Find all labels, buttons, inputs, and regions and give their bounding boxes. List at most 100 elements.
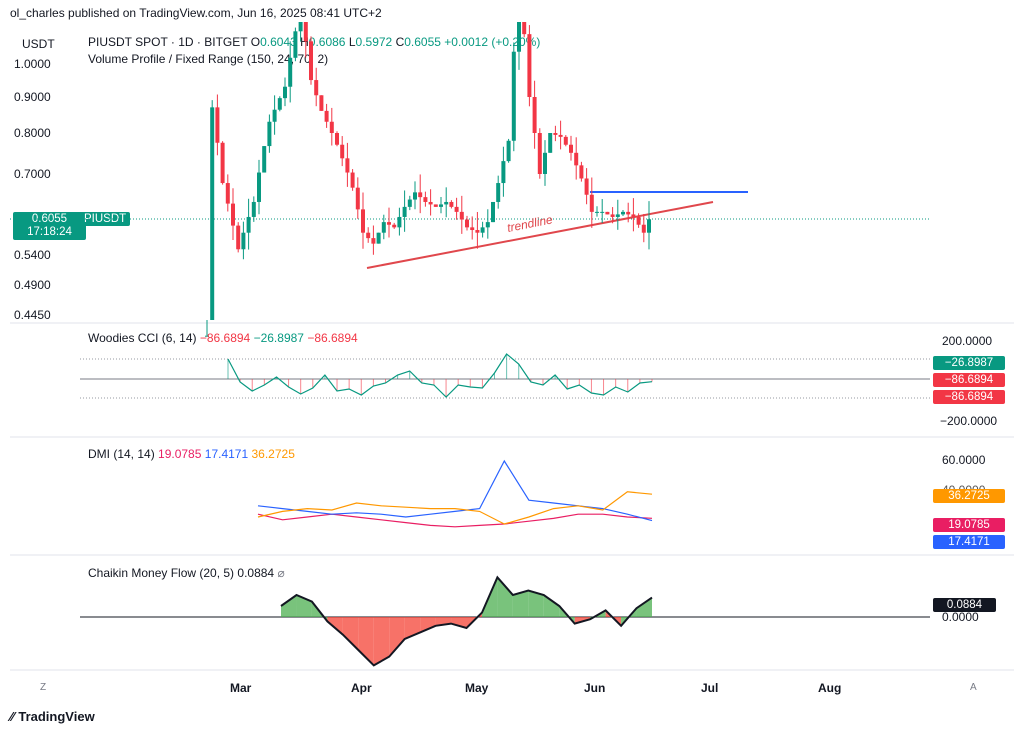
candle-body [558,134,563,137]
candle-body [241,232,246,250]
candle-body [444,201,449,205]
candle-body [210,107,215,320]
eye-off-icon[interactable]: ⌀ [277,566,285,580]
candle-body [220,142,225,184]
dmi-tag: 17.4171 [933,535,1005,549]
time-tick: Jun [584,681,606,695]
candle-body [527,34,532,97]
cmf-title: Chaikin Money Flow (20, 5) [88,566,235,580]
candle-body [563,136,568,145]
cmf-area-segment [342,617,359,650]
candle-body [589,194,594,212]
dmi-value-2: 17.4171 [204,447,249,461]
candle-body [433,204,438,207]
symbol-legend[interactable]: PIUSDT SPOT · 1D · BITGET O0.6043 H0.608… [88,35,540,49]
candle-body [277,98,282,110]
candle-body [324,110,329,122]
dmi-adx-line [257,491,653,525]
candle-body [236,225,241,250]
dmi-tick: 60.0000 [942,453,986,467]
trendline-label: trendline [506,212,554,235]
time-tick: Mar [230,681,252,695]
candle-body [610,214,615,217]
time-tick: Apr [351,681,372,695]
dmi-title: DMI (14, 14) [88,447,155,461]
candle-body [465,219,469,228]
candle-body [376,232,381,244]
time-tick: Aug [818,681,842,695]
dmi-legend[interactable]: DMI (14, 14) 19.0785 17.4171 36.2725 [88,447,295,461]
candle-body [215,107,220,143]
cci-tag: −26.8987 [933,356,1005,370]
scale-button-right[interactable]: A [970,682,977,693]
scale-button-left[interactable]: Z [40,682,47,693]
candle-body [459,211,464,220]
cmf-legend[interactable]: Chaikin Money Flow (20, 5) 0.0884 ⌀ [88,566,285,580]
candle-body [231,203,235,226]
candle-body [413,192,417,200]
time-tick: May [465,681,489,695]
cmf-area-segment [281,595,297,617]
candle-body [626,211,631,215]
cmf-plot [280,575,653,667]
cci-line [227,353,653,398]
candle-body [288,57,293,87]
symbol-title: PIUSDT SPOT · 1D · BITGET [88,35,248,49]
candle-body [579,165,584,179]
candle-body [387,222,391,225]
candle-body [485,222,490,228]
price-tick: 0.7000 [14,167,51,181]
candle-body [506,140,511,162]
candle-body [272,109,277,122]
cmf-area-segment [512,590,529,617]
cci-tick: −200.0000 [940,414,998,428]
candle-body [454,206,459,212]
candle-body [402,206,407,217]
price-tick: 0.8000 [14,126,51,140]
candle-body [605,211,610,215]
trendline[interactable] [366,201,714,269]
cci-tag: −86.6894 [933,390,1005,404]
candle-body [511,51,516,141]
candle-body [225,183,230,204]
candle-body [345,158,350,173]
last-price-tag: 0.6055 17:18:24 [13,212,86,240]
candle-body [480,227,485,233]
cci-value-1: −86.6894 [199,331,251,345]
dmi-tag: 36.2725 [933,489,1005,503]
candle-body [584,178,589,195]
candle-body [439,204,443,207]
candle-body [537,133,542,174]
candle-body [428,201,433,205]
candle-body [392,224,397,228]
candle-body [475,230,480,233]
price-tick: 0.5400 [14,248,51,262]
candle-body [319,95,324,111]
dmi-plot [257,459,653,528]
candle-body [257,172,261,202]
dmi-tag: 19.0785 [933,518,1005,532]
symbol-tag: PIUSDT [80,212,131,226]
cmf-line [280,575,653,667]
candle-body [600,211,605,213]
candle-body [340,144,345,159]
volume-profile-legend[interactable]: Volume Profile / Fixed Range (150, 24, 7… [88,52,329,66]
cci-tick: 200.0000 [942,334,993,348]
low-label: L [348,35,356,49]
close-value: 0.6055 [404,35,441,49]
candle-body [522,22,527,35]
candle-body [636,216,641,225]
tradingview-logo[interactable]: ⁄⁄ TradingView [10,709,95,724]
candle-body [397,216,402,228]
candle-body [595,211,599,213]
change-value: +0.0012 (+0.20%) [444,35,541,49]
candle-body [496,183,501,202]
cmf-area-segment [451,617,467,628]
cci-legend[interactable]: Woodies CCI (6, 14) −86.6894 −26.8987 −8… [88,331,358,345]
candle-body [491,201,495,223]
bar-countdown: 17:18:24 [27,226,72,238]
candle-body [569,144,573,153]
candle-body [267,121,272,147]
candle-body [631,214,636,217]
